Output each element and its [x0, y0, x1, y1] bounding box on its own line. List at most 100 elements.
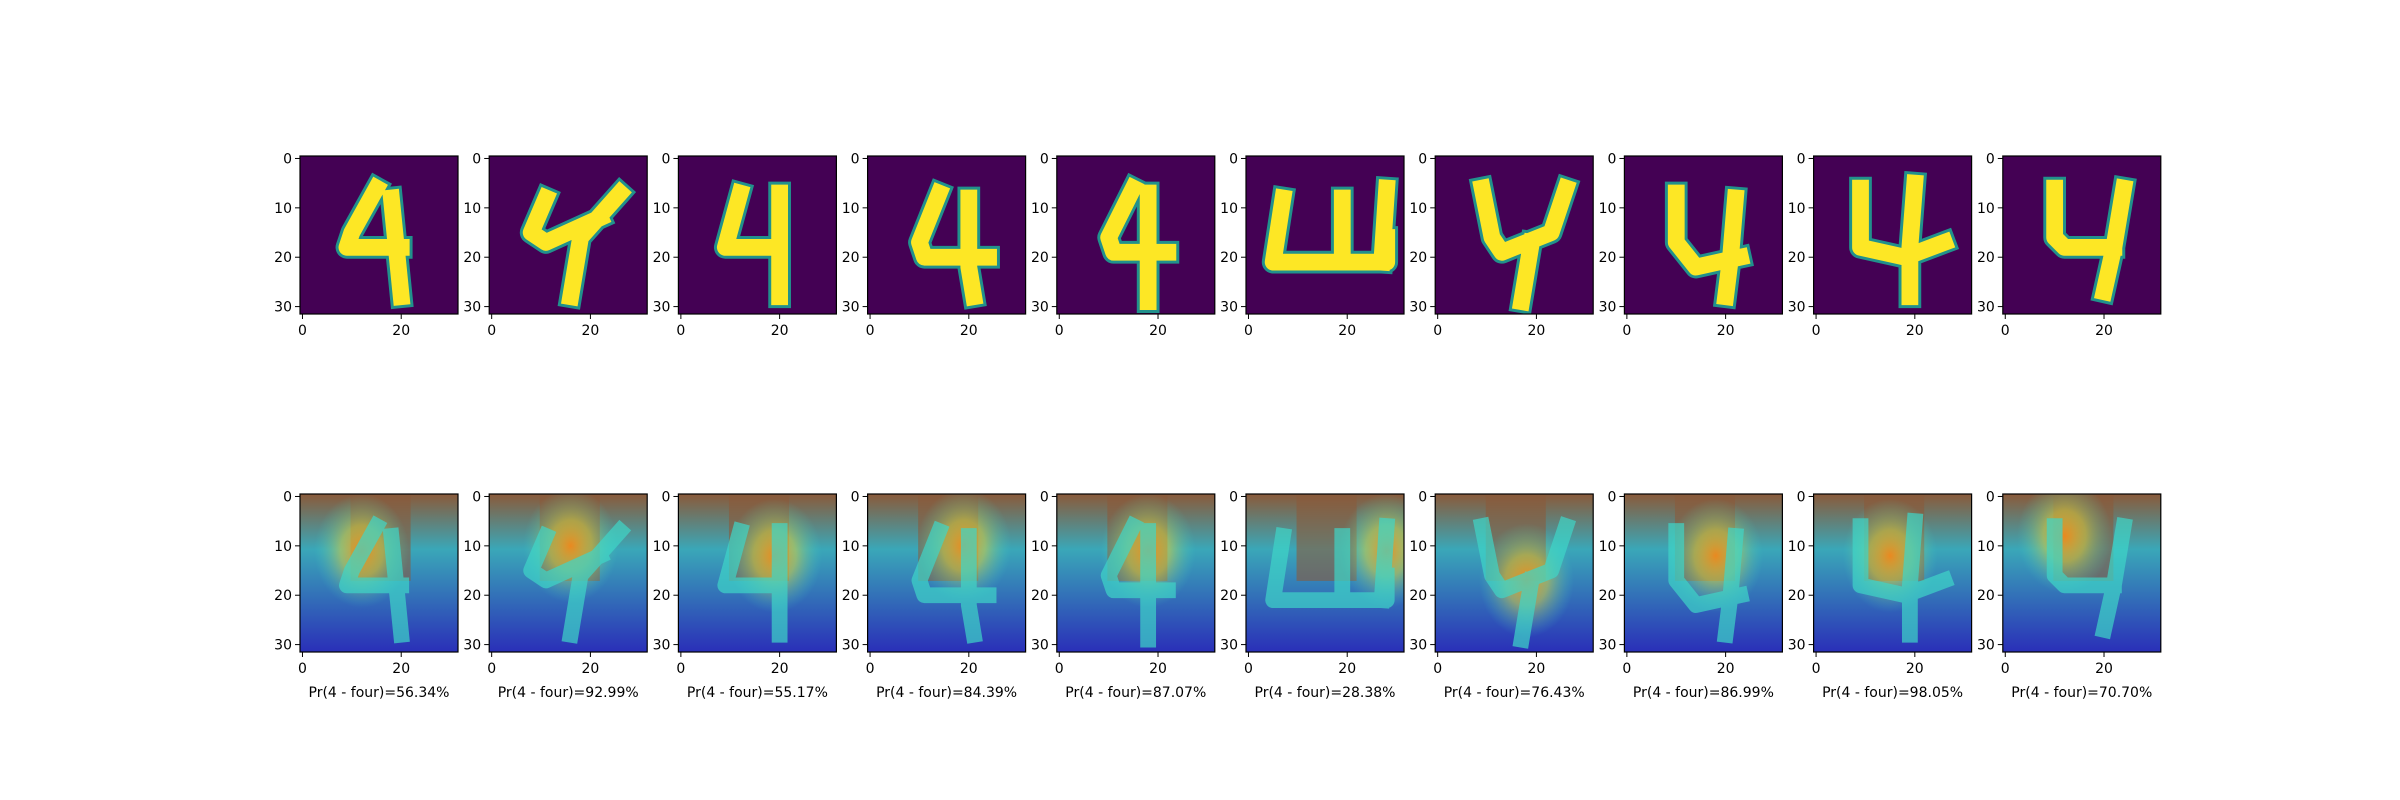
y-tick-label: 20: [1977, 250, 1995, 266]
y-tick-label: 10: [274, 201, 292, 217]
x-tick-label: 0: [487, 323, 496, 339]
digit-image: [678, 156, 837, 314]
digit-stroke-overlay: [1472, 516, 1577, 649]
digit-stroke-overlay: [717, 521, 788, 643]
heatmap-panel: 0 20 0 10 20 30 Pr(4 - four)=70.70%: [1977, 489, 2162, 701]
input-image-row: 0 20 0 10 20 30 0 20 0 10 20 30 0 20 0 10 20 30 0 20 0 10 20 30…: [274, 151, 2162, 339]
heatmap-image: [489, 494, 648, 652]
x-tick-label: 0: [1812, 661, 1821, 677]
y-tick-label: 30: [1220, 638, 1238, 654]
y-tick-label: 30: [1031, 638, 1049, 654]
digit-stroke-overlay: [1100, 515, 1176, 648]
y-tick-label: 30: [274, 300, 292, 316]
axes-frame: [866, 493, 1027, 653]
heatmap-panel: 0 20 0 10 20 30 Pr(4 - four)=76.43%: [1409, 489, 1594, 701]
y-tick-label: 10: [1788, 539, 1806, 555]
heat-hotspot: [1668, 498, 1764, 613]
digit-image: [1813, 156, 1972, 314]
x-tick-label: 0: [866, 661, 875, 677]
y-tick-label: 30: [1220, 300, 1238, 316]
probability-caption: Pr(4 - four)=70.70%: [2011, 685, 2152, 701]
axes-frame: [1434, 493, 1594, 653]
input-image-panel: 0 20 0 10 20 30: [1977, 151, 2162, 339]
heatmap-panel: 0 20 0 10 20 30 Pr(4 - four)=86.99%: [1599, 489, 1784, 701]
heatmap-panel: 0 20 0 10 20 30 Pr(4 - four)=92.99%: [463, 489, 648, 701]
input-image-panel: 0 20 0 10 20 30: [842, 151, 1027, 339]
axes-frame: [1623, 493, 1784, 653]
input-image-panel: 0 20 0 10 20 30: [274, 151, 459, 339]
axes-frame: [1812, 155, 1973, 315]
y-tick-label: 20: [842, 588, 860, 604]
y-tick-label: 20: [274, 250, 292, 266]
digit-stroke-overlay: [523, 519, 632, 644]
axes-frame: [677, 155, 838, 315]
x-tick-label: 0: [298, 661, 307, 677]
y-tick-label: 30: [653, 300, 671, 316]
digit-stroke-overlay: [339, 515, 410, 644]
digit-image: [1056, 156, 1215, 314]
y-tick-label: 30: [1409, 300, 1427, 316]
x-tick-label: 20: [1149, 323, 1167, 339]
x-tick-label: 0: [1244, 323, 1253, 339]
digit-image: [2002, 156, 2161, 314]
input-image-panel: 0 20 0 10 20 30: [1220, 151, 1405, 339]
probability-caption: Pr(4 - four)=76.43%: [1444, 685, 1585, 701]
x-tick-label: 0: [1055, 323, 1064, 339]
heatmap-image: [1624, 494, 1783, 652]
y-tick-label: 10: [1977, 539, 1995, 555]
y-tick-label: 20: [1409, 250, 1427, 266]
y-tick-label: 10: [1220, 201, 1238, 217]
heatmap-panel: 0 20 0 10 20 30 Pr(4 - four)=55.17%: [653, 489, 838, 701]
y-tick-label: 20: [842, 250, 860, 266]
y-tick-label: 0: [472, 489, 481, 505]
x-tick-label: 20: [1717, 323, 1735, 339]
y-tick-label: 10: [1599, 539, 1617, 555]
digit-image: [867, 156, 1026, 314]
heatmap-image: [2002, 494, 2161, 652]
y-tick-label: 30: [1977, 638, 1995, 654]
y-tick-label: 10: [1409, 539, 1427, 555]
y-tick-label: 20: [653, 250, 671, 266]
x-tick-label: 20: [392, 661, 410, 677]
y-tick-label: 0: [1607, 151, 1616, 167]
y-tick-label: 30: [842, 638, 860, 654]
y-tick-label: 30: [1599, 638, 1617, 654]
digit-image: [1246, 156, 1404, 314]
heatmap-image: [1056, 494, 1215, 652]
y-tick-label: 30: [1977, 300, 1995, 316]
y-tick-label: 10: [1031, 539, 1049, 555]
digit-stroke-overlay: [2046, 517, 2133, 640]
y-tick-label: 0: [1607, 489, 1616, 505]
y-tick-label: 20: [1220, 588, 1238, 604]
y-tick-label: 10: [463, 201, 481, 217]
x-tick-label: 0: [1244, 661, 1253, 677]
input-image-panel: 0 20 0 10 20 30: [653, 151, 838, 339]
x-tick-label: 0: [1812, 323, 1821, 339]
axes-frame: [1623, 155, 1784, 315]
input-image-panel: 0 20 0 10 20 30: [1599, 151, 1784, 339]
digit-stroke: [338, 176, 411, 306]
digit-stroke: [716, 182, 789, 306]
x-tick-label: 0: [298, 323, 307, 339]
y-tick-label: 0: [1040, 489, 1049, 505]
probability-caption: Pr(4 - four)=87.07%: [1065, 685, 1206, 701]
y-tick-label: 20: [1788, 588, 1806, 604]
y-tick-label: 0: [1418, 151, 1427, 167]
y-tick-label: 10: [1409, 201, 1427, 217]
heatmap-panel: 0 20 0 10 20 30 Pr(4 - four)=98.05%: [1788, 489, 1973, 701]
x-tick-label: 20: [960, 323, 978, 339]
x-tick-label: 20: [960, 661, 978, 677]
x-tick-label: 20: [771, 323, 789, 339]
y-tick-label: 10: [1031, 201, 1049, 217]
digit-stroke: [522, 181, 632, 307]
heatmap-image: [867, 494, 1026, 652]
x-tick-label: 0: [676, 661, 685, 677]
x-tick-label: 0: [1622, 323, 1631, 339]
input-image-panel: 0 20 0 10 20 30: [1788, 151, 1973, 339]
y-tick-label: 20: [653, 588, 671, 604]
x-tick-label: 20: [392, 323, 410, 339]
x-tick-label: 20: [2095, 661, 2113, 677]
y-tick-label: 20: [1599, 250, 1617, 266]
x-tick-label: 20: [1717, 661, 1735, 677]
